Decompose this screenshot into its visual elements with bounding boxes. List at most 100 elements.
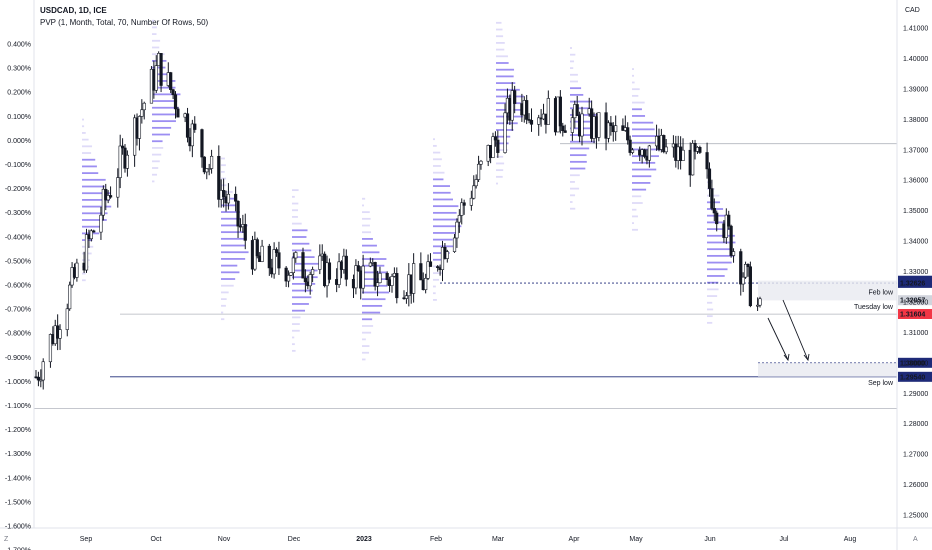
volume-profile-row	[292, 209, 299, 212]
volume-profile-row	[570, 60, 575, 63]
candle-body	[200, 129, 204, 158]
volume-profile-row	[433, 225, 462, 228]
left-axis-tick: 0.100%	[7, 114, 31, 121]
volume-profile-row	[221, 298, 227, 301]
volume-profile-row	[632, 108, 642, 111]
volume-profile-row	[152, 147, 164, 149]
volume-profile-row	[82, 192, 111, 195]
candle-body	[173, 94, 178, 110]
volume-profile-row	[292, 289, 313, 292]
volume-profile-row	[152, 46, 160, 49]
volume-profile-row	[707, 288, 719, 291]
volume-profile-row	[496, 135, 511, 138]
volume-profile-row	[707, 201, 721, 204]
candle-body	[698, 147, 702, 153]
volume-profile-row	[707, 321, 713, 324]
volume-profile-row	[292, 309, 306, 312]
volume-profile-row	[152, 33, 157, 35]
candle-body	[39, 379, 43, 382]
candle-body	[378, 272, 382, 284]
candle-body	[642, 149, 647, 157]
right-axis-tick: 1.37000	[903, 147, 928, 154]
candle-body	[48, 334, 53, 363]
left-axis-tick: -1.000%	[5, 379, 31, 386]
chart-title: USDCAD, 1D, ICE	[40, 6, 107, 15]
price-marker-box	[898, 371, 932, 382]
volume-profile-row	[292, 303, 309, 305]
candle-body	[474, 179, 478, 187]
volume-profile-row	[433, 211, 457, 214]
candle-body	[89, 230, 93, 240]
candle-body	[743, 263, 748, 278]
volume-profile-row	[632, 208, 637, 211]
scale-z-toggle[interactable]: Z	[4, 536, 9, 543]
volume-profile-row	[433, 151, 441, 154]
candle-body	[142, 102, 146, 111]
volume-profile-row	[82, 219, 107, 221]
right-axis-tick: 1.27000	[903, 452, 928, 459]
price-marker-box	[898, 295, 932, 306]
candle-body	[99, 214, 103, 233]
volume-profile-row	[496, 122, 518, 125]
candle-body	[390, 276, 394, 286]
right-axis-unit: CAD	[905, 7, 920, 14]
candle-body	[176, 108, 180, 118]
volume-profile-row	[570, 174, 580, 177]
right-axis-tick: 1.35000	[903, 208, 928, 215]
candle-body	[226, 193, 231, 204]
candle-body	[284, 267, 288, 282]
candle-body	[260, 245, 264, 262]
left-axis-tick: -0.100%	[5, 162, 31, 169]
volume-profile-row	[152, 106, 179, 109]
candle-body	[525, 100, 529, 120]
volume-profile-row	[632, 202, 643, 204]
volume-profile-row	[82, 279, 86, 282]
volume-profile-row	[496, 42, 505, 44]
candle-body	[476, 163, 481, 180]
candle-body	[626, 127, 630, 141]
candle-body	[311, 269, 315, 275]
volume-profile-row	[152, 153, 162, 156]
volume-profile-row	[496, 155, 504, 158]
volume-profile-row	[707, 281, 719, 284]
left-axis-tick: -1.500%	[5, 499, 31, 506]
volume-profile-row	[152, 39, 161, 42]
candle-body	[469, 197, 473, 206]
volume-profile-row	[292, 222, 302, 225]
volume-profile-row	[292, 329, 300, 332]
right-axis-tick: 1.32000	[903, 299, 928, 306]
volume-profile-row	[152, 120, 176, 123]
volume-profile-row	[221, 177, 227, 180]
volume-profile-row	[632, 141, 658, 144]
volume-profile-row	[570, 127, 598, 130]
right-axis-tick: 1.34000	[903, 239, 928, 246]
candle-body	[746, 263, 750, 268]
volume-profile-row	[632, 128, 655, 131]
volume-profile-row	[362, 251, 380, 254]
candle-body	[41, 361, 45, 381]
candle-body	[707, 168, 712, 189]
candle-body	[193, 123, 197, 130]
volume-profile-row	[362, 197, 366, 200]
volume-profile-row	[292, 336, 295, 339]
price-marker-label: 1.29540	[900, 374, 925, 381]
left-axis-tick: -1.700%	[5, 548, 31, 550]
volume-profile-row	[362, 358, 366, 361]
volume-profile-row	[496, 82, 516, 84]
left-axis-tick: -0.200%	[5, 186, 31, 193]
volume-profile-row	[632, 195, 642, 198]
auto-scale-toggle[interactable]: A	[913, 536, 918, 543]
candle-body	[154, 65, 158, 91]
candle-body	[479, 160, 483, 165]
candle-body	[118, 145, 122, 178]
volume-profile-row	[632, 222, 634, 225]
candle-body	[274, 249, 279, 253]
candle-body	[419, 263, 423, 281]
candle-body	[308, 274, 312, 287]
candle-body	[428, 261, 433, 267]
candle-body	[527, 119, 531, 121]
volume-profile-row	[496, 182, 498, 185]
time-axis-tick: May	[629, 536, 643, 543]
right-axis-tick: 1.40000	[903, 56, 928, 63]
